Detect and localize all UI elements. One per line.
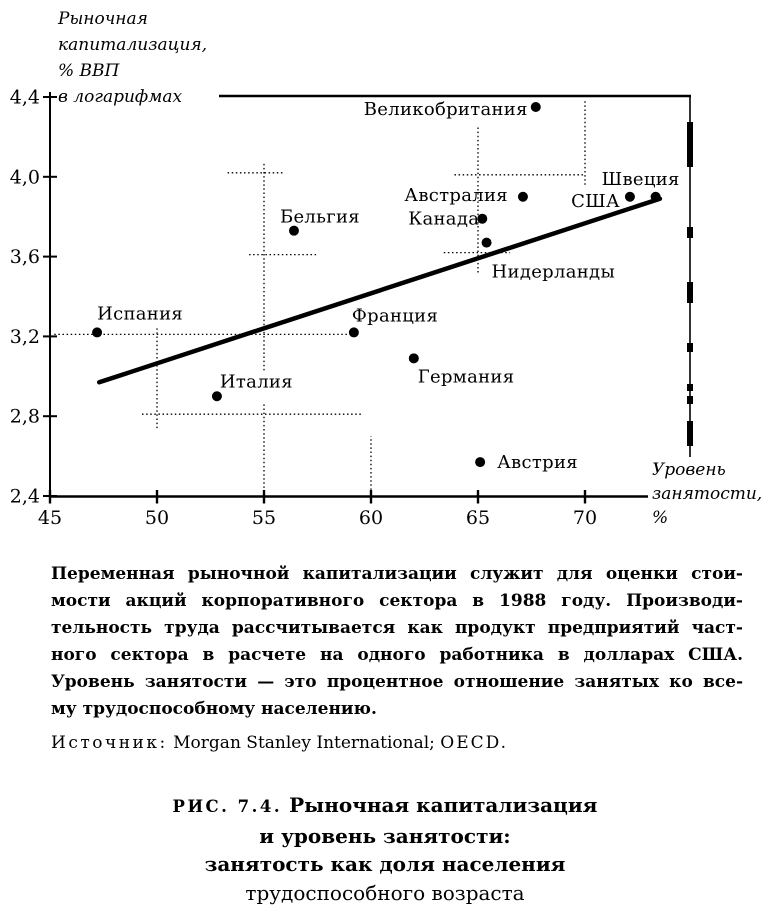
data-point <box>530 101 541 112</box>
point-label: Канада <box>408 209 479 230</box>
source-org: OECD. <box>440 733 509 753</box>
data-point <box>650 191 661 202</box>
note-line: ного сектора в расчете на одного работни… <box>51 645 743 665</box>
data-point <box>624 191 635 202</box>
scatter-chart: Рыночная капитализация, % ВВП в логарифм… <box>10 6 762 530</box>
point-label: Испания <box>97 303 183 324</box>
chart-canvas: 2,4 2,8 3,2 3,6 4,0 4,4 45 50 55 60 65 70 Испания Ита… <box>10 87 693 529</box>
note-line: Уровень занятости — это процентное отнош… <box>51 672 743 692</box>
x-tick-label: 45 <box>38 507 62 529</box>
data-point <box>408 353 419 364</box>
source-body: Morgan Stanley International; <box>167 733 441 753</box>
data-point <box>288 225 299 236</box>
point-label: Италия <box>220 371 293 392</box>
trend-line <box>96 196 663 385</box>
y-tick-label: 4,4 <box>10 87 40 109</box>
point-label: Нидерланды <box>492 262 616 283</box>
x-axis-title-line: Уровень <box>652 460 726 480</box>
data-point <box>517 191 528 202</box>
y-tick-label: 3,2 <box>10 326 40 348</box>
y-axis-title-line: % ВВП <box>58 61 120 81</box>
figure-caption: РИС. 7.4. Рыночная капитализация и уровен… <box>0 791 770 907</box>
point-label: Франция <box>352 305 438 326</box>
y-tick-label: 3,6 <box>10 246 40 268</box>
note-line: Переменная рыночной капитализации служит… <box>51 564 743 584</box>
y-tick-label: 2,4 <box>10 486 40 508</box>
note-line: му трудоспособному населению. <box>51 699 377 719</box>
data-point <box>92 327 103 338</box>
data-point <box>348 327 359 338</box>
figure-notes: Переменная рыночной капитализации служит… <box>51 561 743 723</box>
y-axis-title-line: капитализация, <box>58 35 208 55</box>
data-point <box>481 237 492 248</box>
source-line: Источник: Morgan Stanley International; … <box>51 733 508 753</box>
y-axis-title-line: Рыночная <box>58 9 148 29</box>
point-label: Великобритания <box>364 99 528 120</box>
note-line: мости акций корпоративного сектора в 198… <box>51 591 743 611</box>
caption-line-2: и уровень занятости: <box>259 823 511 848</box>
x-tick-label: 55 <box>252 507 276 529</box>
source-label: Источник: <box>51 733 168 753</box>
x-tick-label: 50 <box>145 507 169 529</box>
y-tick-label: 2,8 <box>10 406 40 428</box>
data-point <box>475 457 486 468</box>
point-label: Австралия <box>404 185 508 206</box>
x-tick-label: 70 <box>573 507 597 529</box>
data-point <box>477 213 488 224</box>
y-axis-title-line: в логарифмах <box>58 87 183 107</box>
point-label: США <box>571 191 620 212</box>
caption-title: Рыночная капитализация <box>289 793 598 817</box>
x-tick-label: 60 <box>359 507 383 529</box>
point-label: Австрия <box>497 452 578 473</box>
caption-line-3: занятость как доля населения <box>204 852 566 876</box>
figure-number: РИС. 7.4. <box>172 797 283 816</box>
x-tick-label: 65 <box>466 507 490 529</box>
x-axis-title-line: занятости, <box>652 484 763 504</box>
data-point <box>211 391 222 402</box>
point-label: Германия <box>418 366 515 387</box>
caption-line-4: трудоспособного возраста <box>245 880 525 905</box>
note-line: тельность труда рассчитывается как проду… <box>51 618 743 638</box>
y-axis-title: Рыночная капитализация, % ВВП в логарифм… <box>58 6 207 110</box>
caption-line-1: РИС. 7.4. Рыночная капитализация <box>0 791 770 822</box>
point-label: Швеция <box>602 169 680 190</box>
point-label: Бельгия <box>280 207 360 228</box>
x-axis-title: Уровень занятости, % <box>652 458 762 530</box>
y-tick-label: 4,0 <box>10 166 40 188</box>
x-axis-title-line: % <box>652 508 669 528</box>
